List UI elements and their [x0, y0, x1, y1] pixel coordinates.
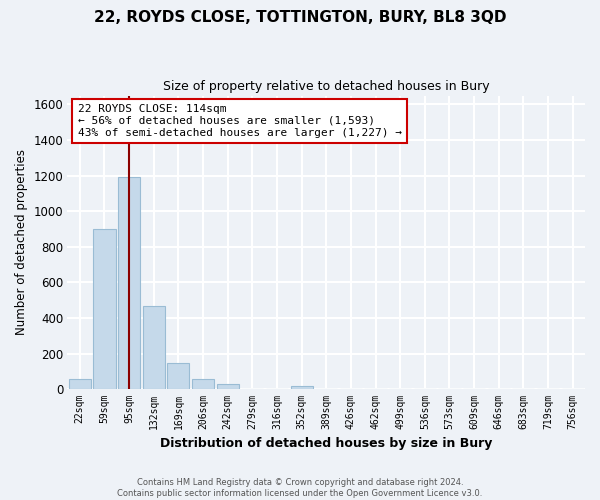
- Text: Contains HM Land Registry data © Crown copyright and database right 2024.
Contai: Contains HM Land Registry data © Crown c…: [118, 478, 482, 498]
- Bar: [143, 306, 165, 389]
- Text: 22 ROYDS CLOSE: 114sqm
← 56% of detached houses are smaller (1,593)
43% of semi-: 22 ROYDS CLOSE: 114sqm ← 56% of detached…: [78, 104, 402, 138]
- Bar: [167, 362, 190, 389]
- Y-axis label: Number of detached properties: Number of detached properties: [15, 150, 28, 336]
- X-axis label: Distribution of detached houses by size in Bury: Distribution of detached houses by size …: [160, 437, 493, 450]
- Text: 22, ROYDS CLOSE, TOTTINGTON, BURY, BL8 3QD: 22, ROYDS CLOSE, TOTTINGTON, BURY, BL8 3…: [94, 10, 506, 25]
- Bar: [94, 229, 116, 389]
- Bar: [217, 384, 239, 389]
- Bar: [290, 386, 313, 389]
- Bar: [192, 378, 214, 389]
- Bar: [69, 380, 91, 389]
- Title: Size of property relative to detached houses in Bury: Size of property relative to detached ho…: [163, 80, 490, 93]
- Bar: [118, 178, 140, 389]
